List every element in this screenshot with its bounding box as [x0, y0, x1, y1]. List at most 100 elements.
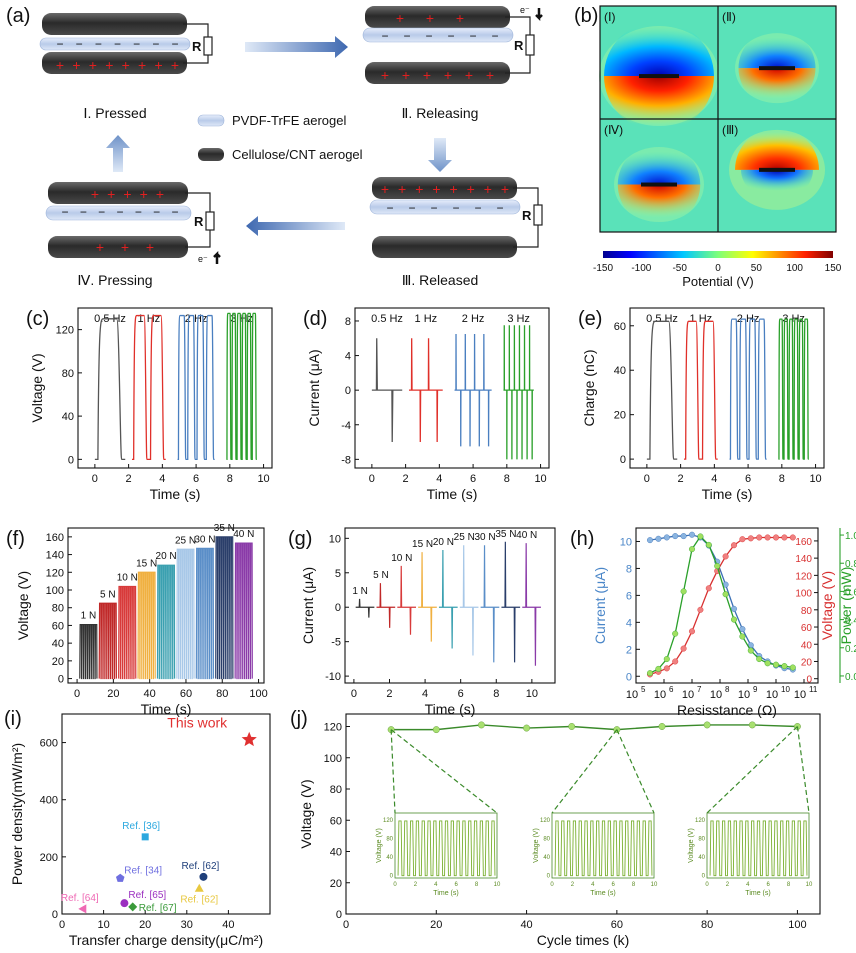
inset-connector	[706, 726, 798, 814]
force-label: 25 N	[454, 532, 475, 543]
inset-x-tick-label: 10	[494, 882, 501, 888]
j-point	[748, 721, 756, 729]
inset-x-tick-label: 6	[767, 882, 771, 888]
legend-pvdf-swatch	[197, 114, 225, 127]
c-x-tick-label: 0	[92, 473, 98, 485]
h-left-tick-label: 10	[620, 536, 632, 548]
h-point-0	[731, 605, 738, 612]
h-point-2	[756, 656, 763, 663]
c-y-axis-label: Voltage (V)	[29, 353, 45, 422]
h-point-0	[680, 533, 687, 540]
series-e-2	[729, 318, 767, 460]
f-x-axis-label: Time (s)	[141, 701, 192, 717]
h-x-tick-exponent: 10	[781, 685, 790, 694]
i-y-tick-label: 600	[40, 738, 58, 750]
dipole-III-bottom-lobe	[741, 169, 813, 200]
inset-y-tick-label: 120	[540, 818, 551, 824]
c-plot-frame	[77, 307, 273, 469]
j-x-axis-label: Cycle times (k)	[537, 932, 630, 948]
panel-f: (f) 0 20 40 60 80 100 0 20 40 60 80 100 120 140 160 Time…	[6, 523, 268, 717]
h-mid-tick-label: 60	[801, 623, 813, 634]
dipole-IV-bottom-lobe	[617, 184, 701, 226]
inset-connector	[796, 726, 810, 814]
h-point-2	[689, 546, 696, 553]
d-x-tick-label: 10	[534, 473, 546, 485]
inset-x-tick-label: 4	[591, 882, 595, 888]
pvdf-IV	[45, 205, 192, 221]
plus-II-b: +	[402, 67, 410, 83]
h-x-tick-label: 10	[682, 689, 694, 701]
circuit-II-label: R	[514, 38, 524, 53]
h-point-2	[739, 633, 746, 640]
point-label: Ref. [67]	[139, 903, 177, 914]
plus-III: +	[398, 181, 406, 197]
plus-IV: +	[91, 186, 99, 202]
plus-IV: +	[123, 186, 131, 202]
series-d-0	[371, 338, 403, 443]
h-point-1	[680, 645, 687, 652]
i-x-tick-label: 40	[222, 919, 234, 931]
f-x-tick-label: 0	[74, 688, 80, 700]
e-x-tick-label: 4	[711, 473, 717, 485]
h-mid-tick-label: 100	[795, 589, 812, 600]
minus-II: −	[381, 29, 388, 43]
e-y-axis-label: Charge (nC)	[581, 349, 597, 426]
point-label: Ref. [62]	[182, 861, 220, 872]
plus-II-b: +	[465, 67, 473, 83]
circuit-IV-label: R	[194, 214, 204, 229]
electron-label-II: e⁻	[520, 5, 530, 15]
c-x-tick-label: 6	[193, 473, 199, 485]
plus-III: +	[467, 181, 475, 197]
circuit-III-resistor	[533, 204, 543, 226]
point-label: Ref. [65]	[128, 890, 166, 901]
series-d-1	[408, 338, 443, 443]
inset-y-tick-label: 0	[547, 874, 551, 880]
cnt-bottom-II	[365, 62, 510, 84]
h-left-tick-label: 0	[626, 671, 632, 683]
j-x-tick-label: 60	[611, 919, 623, 931]
spike-group-7	[501, 541, 521, 663]
e-x-tick-label: 0	[644, 473, 650, 485]
h-left-tick-label: 2	[626, 644, 632, 656]
c-y-tick-label: 0	[68, 454, 74, 466]
j-point	[703, 721, 711, 729]
plus-IV-b: +	[146, 239, 154, 255]
h-point-0	[739, 626, 746, 633]
inset-waveform	[554, 820, 653, 877]
force-label: 5 N	[373, 570, 389, 581]
f-y-axis-label: Voltage (V)	[15, 571, 31, 640]
force-label: 1 N	[352, 586, 368, 597]
inset-x-tick-label: 2	[726, 882, 730, 888]
h-right-tick-label: 0.8	[845, 559, 856, 570]
force-label: 30 N	[194, 534, 215, 545]
circuit-IV-wire	[185, 192, 211, 248]
c-y-tick-label: 120	[56, 325, 74, 337]
j-x-tick-label: 100	[788, 919, 806, 931]
h-left-tick-label: 6	[626, 590, 632, 602]
plus-III: +	[432, 181, 440, 197]
j-plot-frame	[345, 713, 821, 915]
inset-y-tick-label: 120	[695, 818, 706, 824]
c-y-tick-label: 40	[62, 411, 74, 423]
step-label-pressed: Ⅰ. Pressed	[83, 105, 146, 121]
h-mid-tick-label: 140	[795, 554, 812, 565]
h-left-tick-label: 4	[626, 617, 632, 629]
g-x-tick-label: 0	[351, 688, 357, 700]
inset-x-tick-label: 2	[571, 882, 575, 888]
electron-flow-down-icon	[535, 8, 543, 22]
inset-waveform	[709, 820, 808, 877]
g-x-tick-label: 2	[386, 688, 392, 700]
e-x-tick-label: 2	[678, 473, 684, 485]
g-y-tick-label: 0	[335, 602, 341, 614]
h-x-tick-label: 10	[738, 689, 750, 701]
panel-label-d: (d)	[303, 308, 327, 330]
pvdf-I	[39, 37, 191, 51]
colorbar-label: Potential (V)	[682, 274, 754, 289]
star-marker	[241, 731, 257, 747]
minus-I: −	[76, 37, 83, 51]
c-y-tick-label: 80	[62, 368, 74, 380]
d-x-tick-label: 4	[436, 473, 442, 485]
force-label: 10 N	[391, 553, 412, 564]
inset-connector	[551, 729, 618, 814]
